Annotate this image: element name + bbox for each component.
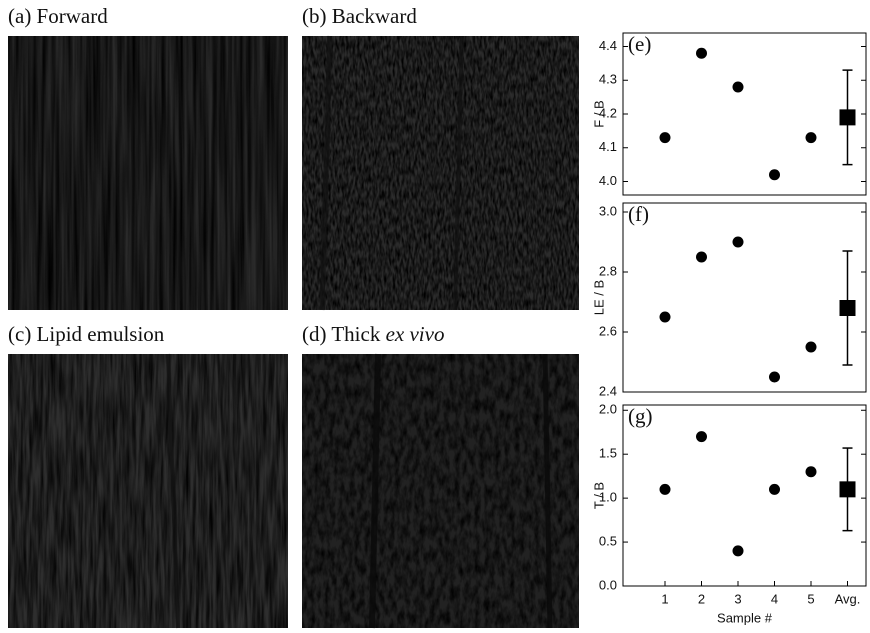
data-point	[805, 132, 817, 144]
y-tick-label: 1.5	[599, 446, 617, 461]
data-point	[659, 132, 671, 144]
data-point	[732, 81, 744, 93]
chart-panel-label: (f)	[628, 202, 649, 226]
x-axis-label: Sample #	[717, 610, 773, 625]
y-tick-label: 4.4	[599, 38, 617, 53]
y-tick-label: 4.1	[599, 139, 617, 154]
y-tick-label: 2.8	[599, 263, 617, 278]
data-point	[732, 545, 744, 557]
data-point	[659, 311, 671, 323]
data-point	[769, 483, 780, 495]
data-point	[696, 251, 707, 263]
x-tick-label: 4	[771, 591, 778, 606]
average-marker	[839, 300, 856, 316]
y-tick-label: 4.0	[599, 173, 617, 188]
y-tick-label: 2.4	[599, 383, 617, 398]
x-tick-label: 5	[807, 591, 814, 606]
data-point	[805, 466, 817, 478]
y-axis-label: T / B	[591, 482, 606, 509]
plot-frame	[622, 404, 867, 587]
image-a	[8, 36, 288, 310]
x-tick-label: 2	[698, 591, 705, 606]
y-tick-label: 4.3	[599, 72, 617, 87]
y-tick-label: 1.0	[599, 490, 617, 505]
panel-label: (d) Thick ex vivo	[302, 322, 444, 346]
chart-panel-label: (g)	[628, 404, 653, 428]
average-marker	[839, 481, 856, 498]
image-c	[8, 353, 288, 629]
average-marker	[839, 109, 856, 126]
data-point	[732, 236, 744, 248]
plot-frame	[622, 202, 867, 393]
chart-panel-label: (e)	[628, 32, 651, 56]
y-tick-label: 3.0	[599, 203, 617, 218]
image-b	[302, 35, 579, 311]
y-tick-label: 0.5	[599, 534, 617, 549]
panel-label: (c) Lipid emulsion	[8, 322, 165, 346]
panel-label: (a) Forward	[8, 4, 108, 28]
x-tick-label: Avg.	[835, 591, 861, 606]
y-axis-label: F / B	[591, 100, 606, 127]
y-tick-label: 4.2	[599, 105, 617, 120]
y-tick-label: 2.0	[599, 402, 617, 417]
image-d	[302, 353, 579, 629]
data-point	[696, 431, 707, 443]
data-point	[769, 371, 780, 383]
y-tick-label: 0.0	[599, 577, 617, 592]
panel-label: (b) Backward	[302, 4, 417, 28]
panel-label-italic: ex vivo	[386, 322, 445, 346]
y-tick-label: 2.6	[599, 323, 617, 338]
data-point	[769, 169, 780, 181]
data-point	[696, 47, 707, 59]
plot-frame	[622, 32, 867, 196]
x-tick-label: 1	[661, 591, 668, 606]
data-point	[805, 341, 817, 353]
panel-label-text: (d) Thick	[302, 322, 381, 346]
x-tick-label: 3	[734, 591, 741, 606]
data-point	[659, 483, 671, 495]
y-axis-label: LE / B	[591, 280, 606, 315]
